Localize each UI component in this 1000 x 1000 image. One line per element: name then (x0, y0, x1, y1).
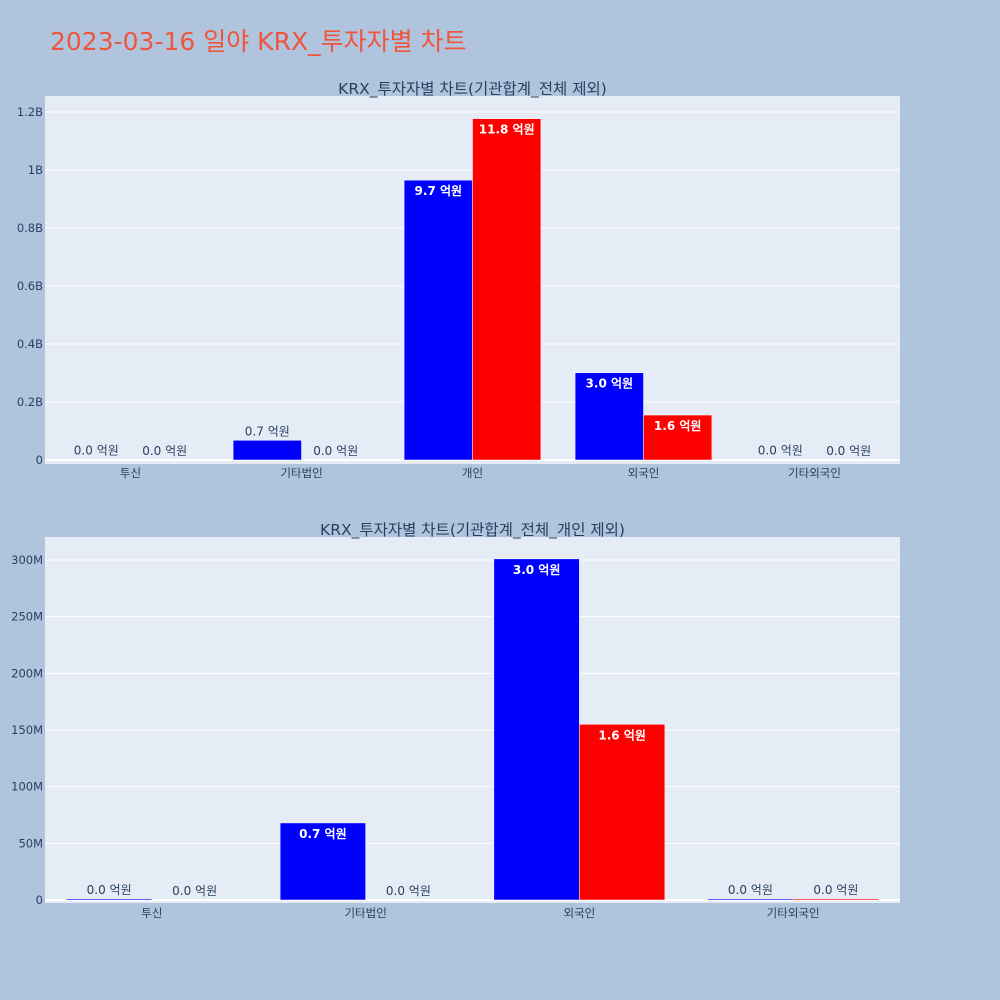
bar-label: 1.6 억원 (598, 728, 646, 742)
y-tick-label: 0 (36, 893, 43, 907)
bar-label: 9.7 억원 (415, 184, 463, 198)
chart-bottom: 0 50M 100M 150M 200M 250M 300M KRX_투자자별 차트(기관합계… (11, 521, 900, 920)
y-tick-label: 0.4B (17, 337, 43, 351)
bar-label: 0.0 억원 (728, 883, 773, 897)
x-tick-label: 기타법인 (344, 906, 386, 920)
y-tick-label: 1.2B (17, 105, 43, 119)
bar-label: 0.0 억원 (74, 444, 119, 458)
bar (579, 724, 666, 901)
chart-title: KRX_투자자별 차트(기관합계_전체_개인 제외) (320, 521, 625, 540)
y-tick-label: 0 (36, 453, 43, 467)
x-tick-label: 기타법인 (280, 466, 322, 480)
page-title: 2023-03-16 일야 KRX_투자자별 차트 (50, 27, 467, 56)
bar (279, 822, 366, 901)
bar-label: 0.7 억원 (299, 827, 347, 841)
bar-label: 0.0 억원 (386, 884, 431, 898)
x-tick-label: 개인 (462, 466, 483, 480)
bar (472, 118, 542, 461)
bar (643, 414, 713, 461)
chart-top: 0 0.2B 0.4B 0.6B 0.8B 1B 1.2B KRX_투자자별 차트(기관합계_… (17, 80, 900, 480)
y-tick-label: 300M (11, 553, 43, 567)
bar (493, 558, 580, 901)
bar-label: 3.0 억원 (586, 377, 634, 391)
bar-label: 0.0 억원 (172, 884, 217, 898)
plot-area (45, 537, 900, 903)
bar (792, 898, 879, 901)
bar-label: 0.0 억원 (813, 883, 858, 897)
bar (232, 440, 302, 461)
bar-label: 0.0 억원 (87, 883, 132, 897)
bar-label: 0.0 억원 (826, 444, 871, 458)
x-tick-label: 기타외국인 (788, 466, 841, 480)
bar-label: 0.0 억원 (313, 444, 358, 458)
x-tick-label: 외국인 (564, 906, 596, 920)
bar-label: 0.0 억원 (142, 444, 187, 458)
bar-label: 3.0 억원 (513, 563, 561, 577)
x-tick-label: 투신 (141, 906, 162, 920)
bar-label: 0.0 억원 (758, 444, 803, 458)
bar-label: 11.8 억원 (479, 123, 535, 137)
y-tick-label: 150M (11, 723, 43, 737)
y-tick-label: 100M (11, 780, 43, 794)
bar (66, 898, 153, 901)
bar-label: 0.7 억원 (245, 424, 290, 438)
y-tick-label: 200M (11, 666, 43, 680)
y-tick-label: 50M (18, 836, 43, 850)
y-tick-label: 250M (11, 610, 43, 624)
bar (707, 898, 794, 901)
chart-title: KRX_투자자별 차트(기관합계_전체 제외) (338, 80, 607, 99)
x-tick-label: 투신 (120, 466, 141, 480)
x-tick-label: 기타외국인 (767, 906, 820, 920)
y-tick-label: 0.2B (17, 395, 43, 409)
bar (403, 179, 473, 461)
y-tick-label: 0.8B (17, 221, 43, 235)
x-tick-label: 외국인 (628, 466, 660, 480)
y-tick-label: 1B (28, 163, 43, 177)
bar (574, 372, 644, 461)
y-tick-label: 0.6B (17, 279, 43, 293)
bar-label: 1.6 억원 (654, 419, 702, 433)
